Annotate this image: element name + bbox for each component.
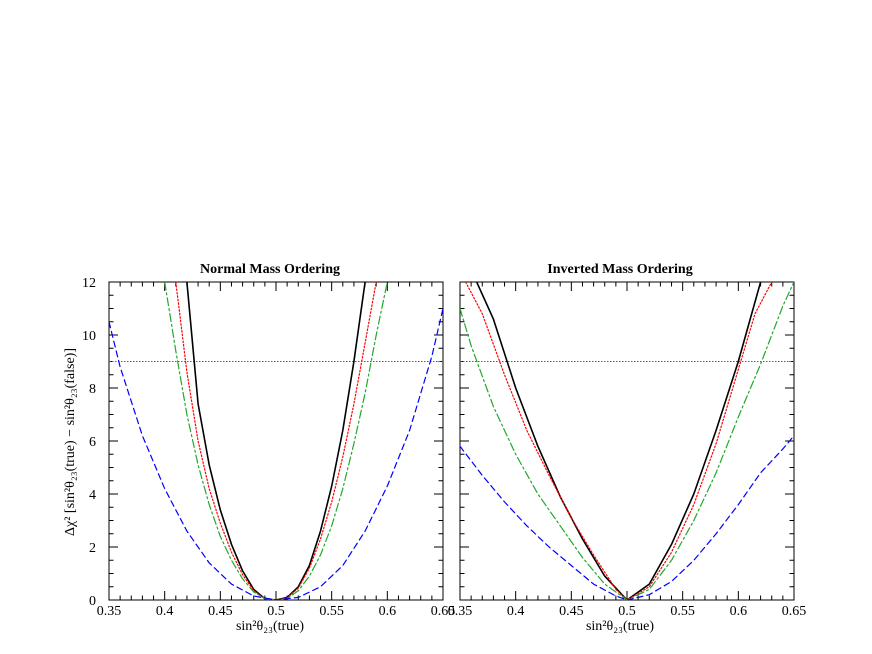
series-line-dashdot [164, 282, 388, 600]
x-tick-label: 0.65 [782, 604, 807, 619]
x-tick-label: 0.45 [559, 604, 584, 619]
y-axis-label: Δχ² [sin²θ₂₃(true) − sin²θ₂₃(false)] [63, 348, 78, 536]
y-tick-label: 2 [89, 541, 96, 556]
series-line-dotted [175, 282, 377, 600]
x-tick-label: 0.4 [507, 604, 525, 619]
ticks-normal [108, 281, 444, 601]
x-tick-label: 0.65 [431, 604, 456, 619]
xtick-labels-normal: 0.35 0.4 0.45 0.5 0.55 0.6 0.65 [97, 604, 456, 619]
y-tick-label: 10 [82, 329, 96, 344]
series-line-dotted [465, 282, 773, 600]
x-tick-label: 0.55 [670, 604, 695, 619]
x-tick-label: 0.35 [97, 604, 122, 619]
panel-title-normal: Normal Mass Ordering [200, 262, 340, 277]
x-tick-label: 0.35 [448, 604, 473, 619]
series-line-dashed [460, 435, 794, 600]
x-tick-label: 0.6 [379, 604, 397, 619]
plot-frame-normal [108, 281, 444, 601]
x-tick-label: 0.45 [208, 604, 233, 619]
ticks-inverted [459, 281, 795, 601]
x-tick-label: 0.55 [319, 604, 344, 619]
x-tick-label: 0.6 [730, 604, 748, 619]
y-tick-label: 0 [89, 594, 96, 609]
y-tick-label: 4 [89, 488, 96, 503]
x-tick-label: 0.4 [156, 604, 174, 619]
x-tick-label: 0.5 [267, 604, 285, 619]
series-normal [109, 282, 443, 600]
panel-normal-ordering: Normal Mass Ordering 0.35 0.4 0.45 0.5 0.55 0… [82, 262, 455, 634]
plot-frame-inverted [459, 281, 795, 601]
ytick-labels-normal: 0 2 4 6 8 10 12 [82, 276, 96, 609]
y-tick-label: 12 [82, 276, 96, 291]
y-tick-label: 8 [89, 382, 96, 397]
panel-inverted-ordering: Inverted Mass Ordering 0.35 0.4 0.45 0.5 0.5… [448, 262, 807, 634]
panel-title-inverted: Inverted Mass Ordering [547, 262, 692, 277]
series-line-solid [475, 282, 762, 600]
series-line-dashdot [460, 282, 794, 600]
y-tick-label: 6 [89, 435, 96, 450]
x-axis-label-normal: sin²θ₂₃(true) [236, 619, 304, 634]
xtick-labels-inverted: 0.35 0.4 0.45 0.5 0.55 0.6 0.65 [448, 604, 807, 619]
series-inverted [460, 282, 794, 600]
x-axis-label-inverted: sin²θ₂₃(true) [586, 619, 654, 634]
series-line-dashed [109, 307, 443, 600]
x-tick-label: 0.5 [618, 604, 636, 619]
series-line-solid [186, 282, 366, 600]
